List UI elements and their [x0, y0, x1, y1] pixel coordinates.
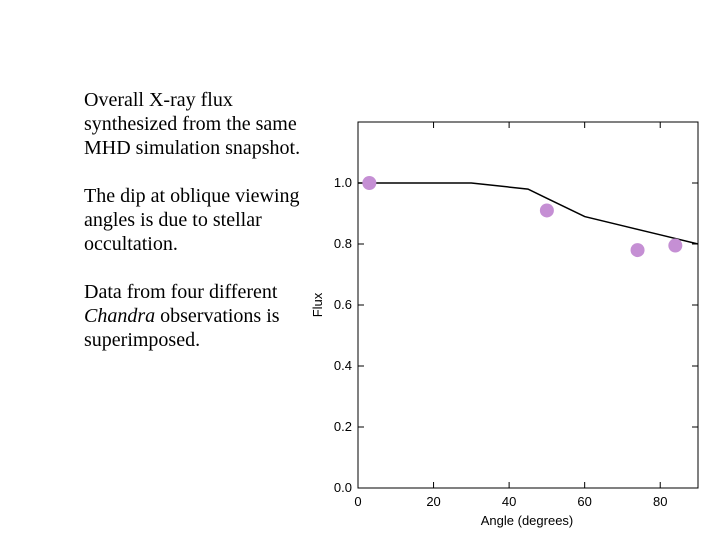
- x-tick-label: 80: [653, 494, 667, 509]
- caption-p3-start: Data from four different: [84, 281, 278, 303]
- y-tick-label: 0.8: [334, 236, 352, 251]
- y-axis-ticks: 0.0 0.2 0.4 0.6 0.8 1.0: [334, 175, 698, 495]
- chandra-data-point: [630, 243, 645, 258]
- chandra-data-points: [362, 176, 683, 258]
- x-axis-ticks: 0 20 40 60 80: [354, 122, 667, 509]
- y-tick-label: 0.0: [334, 480, 352, 495]
- caption-p3-end: observations is superimposed.: [84, 305, 280, 351]
- caption-text: Overall X-ray flux synthesized from the …: [84, 88, 314, 376]
- model-flux-line: [358, 182, 699, 245]
- caption-p3-chandra: Chandra: [84, 305, 156, 327]
- x-tick-label: 20: [426, 494, 440, 509]
- chandra-data-point: [668, 238, 683, 253]
- y-tick-label: 1.0: [334, 175, 352, 190]
- caption-paragraph-2: The dip at oblique viewing angles is due…: [84, 185, 300, 255]
- y-axis-title: Flux: [310, 292, 325, 317]
- y-tick-label: 0.6: [334, 297, 352, 312]
- x-tick-label: 40: [502, 494, 516, 509]
- caption-paragraph-3: Data from four different Chandra observa…: [84, 280, 314, 352]
- caption-paragraph-1: Overall X-ray flux synthesized from the …: [84, 89, 301, 159]
- plot-frame: [357, 121, 699, 489]
- y-tick-label: 0.2: [334, 419, 352, 434]
- x-tick-label: 60: [577, 494, 591, 509]
- chandra-data-point: [539, 203, 554, 218]
- x-axis-title: Angle (degrees): [481, 513, 574, 528]
- y-tick-label: 0.4: [334, 358, 352, 373]
- chandra-data-point: [362, 176, 377, 190]
- x-tick-label: 0: [354, 494, 361, 509]
